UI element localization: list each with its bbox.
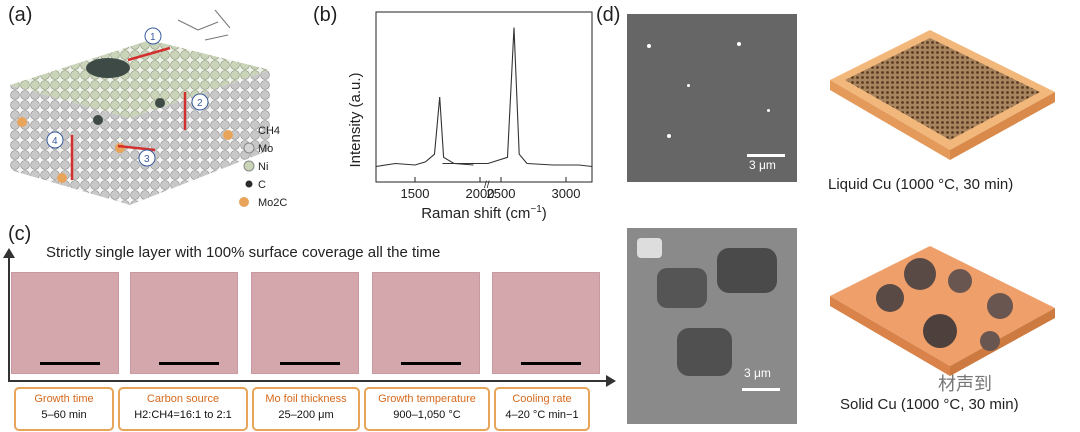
panel-label-c: (c)	[8, 223, 32, 245]
step-1-label: 1	[150, 32, 156, 43]
scale-bar	[521, 362, 581, 365]
param-title: Growth time	[34, 393, 94, 405]
axis-break-mark: //	[484, 180, 490, 191]
x-arrow-head	[606, 375, 616, 387]
legend-c-swatch	[245, 180, 253, 188]
arrow-1	[127, 46, 171, 62]
param-title: Growth temperature	[378, 393, 476, 405]
sample-image	[11, 272, 119, 374]
mo2c-atom	[57, 173, 67, 183]
caption-solid-cu: Solid Cu (1000 °C, 30 min)	[840, 396, 1019, 413]
y-arrow-head	[3, 248, 15, 258]
mo2c-atom	[17, 117, 27, 127]
carbon-atom	[93, 115, 103, 125]
legend-mo2c: Mo2C	[258, 197, 287, 209]
scale-bar	[742, 388, 780, 391]
param-growth-time: Growth time 5–60 min	[14, 387, 114, 431]
legend-ni: Ni	[258, 161, 268, 173]
scale-label: 3 μm	[744, 366, 771, 380]
sample-image	[130, 272, 238, 374]
step-2-label: 2	[197, 98, 203, 109]
param-value: 5–60 min	[41, 409, 87, 421]
plot-frame	[375, 11, 593, 183]
param-value: 900–1,050 °C	[393, 409, 461, 421]
param-cooling-rate: Cooling rate 4–20 °C min−1	[494, 387, 590, 431]
step-3-label: 3	[144, 154, 150, 165]
legend-ch4: CH4	[258, 125, 280, 137]
sample-image	[492, 272, 600, 374]
panel-c-title: Strictly single layer with 100% surface …	[46, 244, 441, 261]
legend-ni-swatch	[243, 160, 255, 172]
crystal-illustration: 1 2 3 4 CH4 Mo Ni C Mo2C	[10, 9, 287, 209]
crystal-side-face	[130, 70, 270, 205]
mo2c-atom	[115, 143, 125, 153]
graphene-island	[904, 258, 936, 290]
sem-image-top: 3 μm	[627, 14, 797, 182]
x-tick-label: 3000	[552, 186, 581, 201]
param-title: Mo foil thickness	[265, 393, 347, 405]
liquid-cu-illustration	[830, 30, 1055, 160]
x-tick-label: 2500	[487, 186, 516, 201]
arrow-3	[117, 144, 156, 152]
param-carbon-source: Carbon source H2:CH4=16:1 to 2:1	[118, 387, 248, 431]
param-growth-temperature: Growth temperature 900–1,050 °C	[364, 387, 490, 431]
carbon-cluster	[86, 58, 130, 78]
legend-mo2c-swatch	[239, 197, 249, 207]
carbon-atom	[155, 98, 165, 108]
sample-image	[251, 272, 359, 374]
y-axis-label: Intensity (a.u.)	[347, 72, 364, 167]
scale-label: 3 μm	[749, 158, 776, 172]
param-title: Cooling rate	[512, 393, 572, 405]
param-mo-foil: Mo foil thickness 25–200 μm	[252, 387, 360, 431]
scale-bar	[159, 362, 219, 365]
scale-bar	[40, 362, 100, 365]
solid-cu-illustration	[830, 246, 1055, 376]
x-axis-label: Raman shift (cm−1)	[421, 204, 547, 222]
legend-c: C	[258, 179, 266, 191]
crystal-front-face	[10, 85, 130, 205]
crystal-top-face	[10, 40, 270, 118]
x-tick-label: 1500	[401, 186, 430, 201]
scale-bar	[747, 154, 785, 157]
raman-series-line	[375, 27, 593, 168]
legend-mo-swatch	[243, 142, 255, 154]
param-value: H2:CH4=16:1 to 2:1	[134, 409, 232, 421]
methane-molecules	[177, 9, 231, 41]
raman-chart: Intensity (a.u.) Raman shift (cm−1) 1500…	[347, 11, 593, 222]
scale-bar	[280, 362, 340, 365]
mo2c-atom	[223, 130, 233, 140]
x-arrow-line	[8, 380, 608, 382]
panel-label-b: (b)	[313, 4, 338, 26]
panel-label-a: (a)	[8, 4, 33, 26]
param-value: 25–200 μm	[278, 409, 334, 421]
sample-image	[372, 272, 480, 374]
panel-label-d: (d)	[596, 4, 621, 26]
param-value: 4–20 °C min−1	[505, 409, 579, 421]
x-tick-label: 2000	[466, 186, 495, 201]
caption-liquid-cu: Liquid Cu (1000 °C, 30 min)	[828, 176, 1014, 193]
y-arrow-line	[8, 254, 10, 382]
scale-bar	[401, 362, 461, 365]
sem-image-bottom: 3 μm	[627, 228, 797, 424]
graphene-film	[845, 38, 1040, 140]
step-4-label: 4	[52, 136, 58, 147]
cu-substrate	[830, 246, 1055, 366]
watermark: 材声到	[938, 374, 992, 394]
param-title: Carbon source	[146, 393, 220, 405]
legend-mo: Mo	[258, 143, 273, 155]
